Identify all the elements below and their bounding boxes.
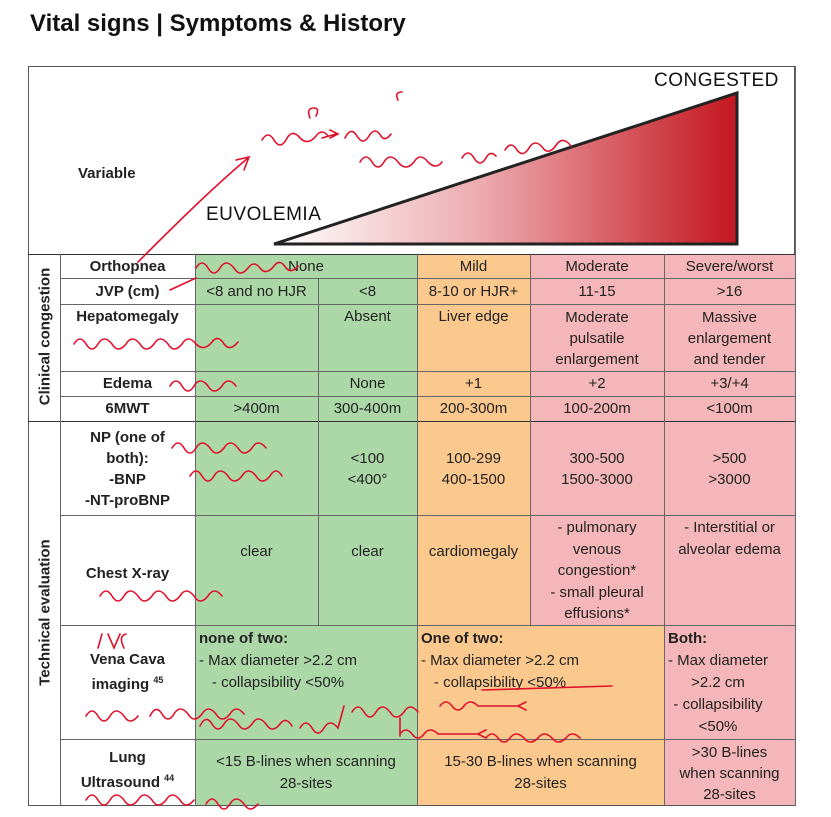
cxr-mild: cardiomegaly — [428, 543, 519, 560]
row-divider — [60, 396, 795, 397]
lung-orange: 15-30 B-lines when scanning 28-sites — [444, 753, 637, 792]
lung-ref: 44 — [164, 773, 175, 783]
col-divider — [664, 254, 665, 806]
vena-ref: 45 — [153, 675, 164, 685]
lung-label-ultrasound: Ultrasound — [80, 774, 160, 791]
sixmwt-moderate: 100-200m — [563, 400, 631, 417]
row-label-lung-us: Lung Ultrasound 44 — [60, 748, 195, 792]
pink-column-severe — [664, 255, 795, 805]
header-divider — [28, 254, 795, 255]
section-divider — [28, 421, 795, 422]
pink-column-moderate — [530, 255, 664, 625]
orthopnea-moderate: Moderate — [565, 257, 629, 275]
np-mild: 100-299 400-1500 — [441, 449, 506, 488]
row-label-6mwt: 6MWT — [105, 400, 150, 417]
row-label-orthopnea: Orthopnea — [89, 257, 166, 275]
edema-moderate: +2 — [588, 375, 606, 392]
lung-pink: >30 B-lines when scanning 28-sites — [679, 743, 780, 803]
jvp-c2: <8 — [358, 282, 377, 300]
col-divider — [530, 254, 531, 625]
header-col-divider — [795, 66, 796, 806]
cxr-c2: clear — [351, 543, 384, 560]
jvp-c1: <8 and no HJR — [206, 282, 307, 300]
hepatomegaly-severe: Massive enlargement and tender — [687, 309, 772, 368]
hepatomegaly-mild: Liver edge — [438, 308, 509, 325]
jvp-severe: >16 — [716, 282, 743, 300]
edema-severe: +3/+4 — [710, 375, 749, 392]
edema-mild: +1 — [464, 375, 483, 392]
variable-label: Variable — [78, 165, 136, 182]
row-divider — [60, 739, 795, 740]
vena-green: none of two: - Max diameter >2.2 cm - co… — [195, 628, 417, 738]
orthopnea-none: None — [288, 257, 324, 275]
vena-pink-body: - Max diameter >2.2 cm - collapsibility … — [668, 652, 769, 735]
congestion-gradient — [273, 90, 739, 246]
jvp-moderate: 11-15 — [578, 282, 616, 300]
row-divider — [60, 371, 795, 372]
np-severe: >500 >3000 — [708, 449, 751, 488]
vena-pink: Both: - Max diameter >2.2 cm - collapsib… — [664, 628, 795, 738]
hepatomegaly-c2: Absent — [344, 308, 391, 325]
hepatomegaly-moderate: Moderate pulsatile enlargement — [555, 309, 639, 368]
sixmwt-c1: >400m — [233, 400, 280, 417]
row-label-hepatomegaly: Hepatomegaly — [76, 308, 179, 325]
sixmwt-severe: <100m — [706, 400, 753, 417]
page-title: Vital signs | Symptoms & History — [30, 10, 406, 37]
lung-label-line2: Ultrasound 44 — [81, 768, 174, 793]
jvp-mild: 8-10 or HJR+ — [428, 282, 519, 300]
vena-label-imaging: imaging — [91, 676, 150, 693]
row-label-vena-cava: Vena Cava imaging 45 — [60, 650, 195, 694]
vena-orange: One of two: - Max diameter >2.2 cm - col… — [417, 628, 664, 738]
row-label-jvp: JVP (cm) — [95, 282, 160, 300]
sixmwt-c2: 300-400m — [333, 400, 402, 417]
row-divider — [60, 625, 795, 626]
orange-column — [417, 255, 530, 625]
vena-label-line2: imaging 45 — [92, 670, 164, 695]
orthopnea-mild: Mild — [459, 257, 488, 275]
vena-green-head: none of two: — [199, 630, 289, 647]
cxr-moderate: - pulmonary venous congestion* - small p… — [550, 519, 644, 622]
vena-orange-body: - Max diameter >2.2 cm - collapsibility … — [421, 652, 579, 691]
col-divider — [417, 254, 418, 806]
label-col-divider — [195, 254, 196, 806]
vena-label-line1: Vena Cava — [89, 651, 166, 668]
vena-orange-head: One of two: — [421, 630, 504, 647]
lung-label-line1: Lung — [109, 749, 146, 766]
row-divider — [60, 278, 795, 279]
orthopnea-severe: Severe/worst — [685, 257, 774, 275]
row-divider — [60, 304, 795, 305]
edema-c2: None — [349, 375, 386, 392]
cxr-severe: - Interstitial or alveolar edema — [678, 519, 781, 558]
row-divider — [60, 515, 795, 516]
congested-label: CONGESTED — [654, 70, 779, 91]
col-divider — [318, 278, 319, 625]
row-label-np: NP (one of both): -BNP -NT-proBNP — [85, 428, 170, 509]
np-moderate: 300-500 1500-3000 — [561, 449, 633, 488]
lung-green: <15 B-lines when scanning 28-sites — [216, 753, 396, 792]
row-label-edema: Edema — [102, 375, 153, 392]
euvolemia-label: EUVOLEMIA — [206, 204, 322, 225]
np-c2: <100 <400° — [347, 449, 388, 488]
section-col-divider — [60, 254, 61, 806]
cxr-c1: clear — [240, 543, 273, 560]
sixmwt-mild: 200-300m — [439, 400, 508, 417]
row-label-chest-xray: Chest X-ray — [85, 565, 170, 582]
vena-pink-head: Both: — [668, 630, 708, 647]
vena-green-body: - Max diameter >2.2 cm - collapsibility … — [199, 652, 357, 691]
orange-vena-block — [417, 625, 664, 805]
